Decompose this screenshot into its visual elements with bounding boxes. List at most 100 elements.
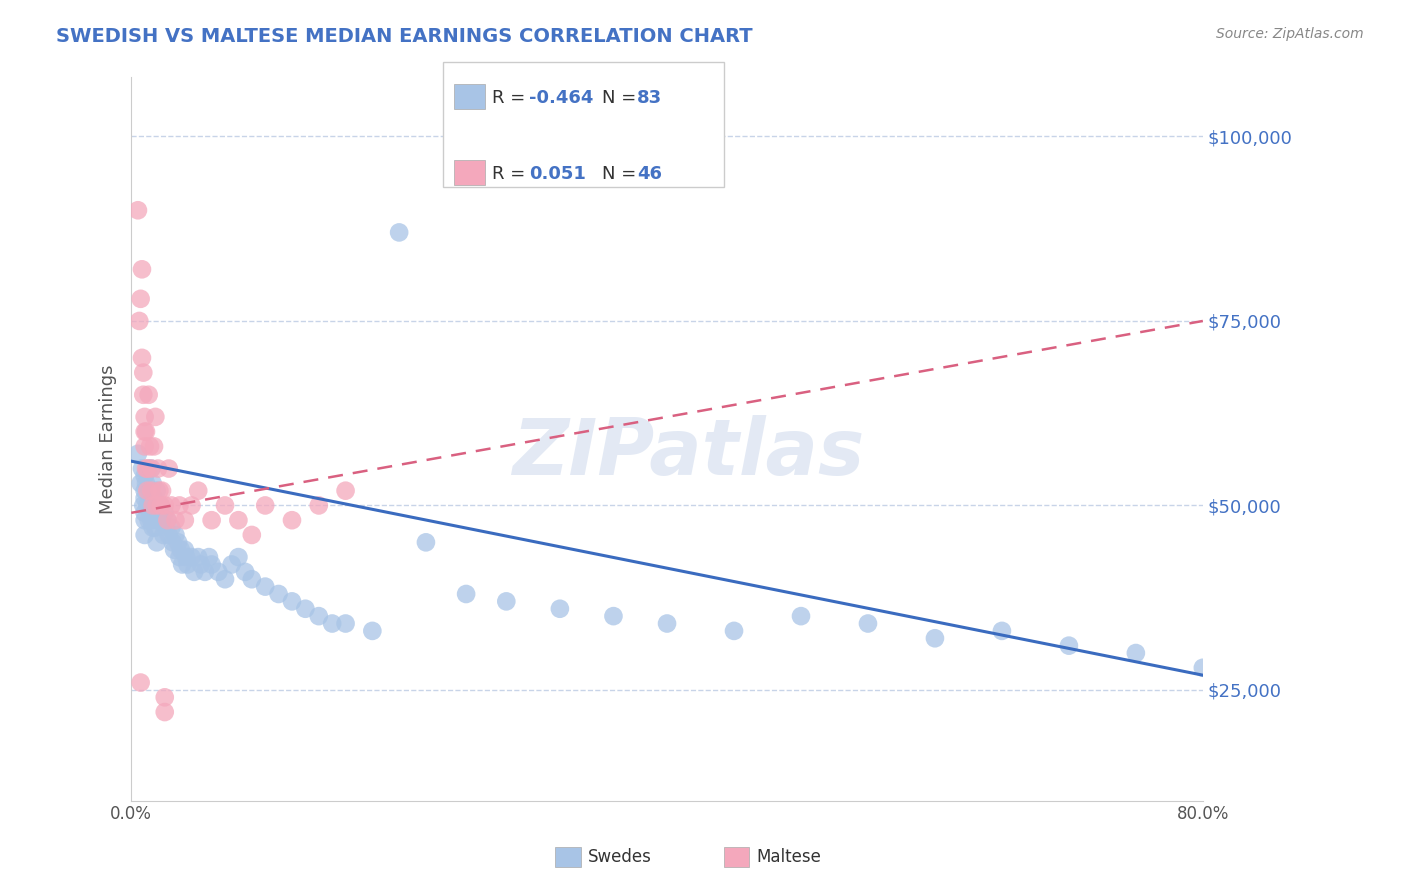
Point <box>183 565 205 579</box>
Point <box>198 550 221 565</box>
Point <box>129 476 152 491</box>
Point <box>156 513 179 527</box>
Text: ZIPatlas: ZIPatlas <box>512 416 865 491</box>
Point <box>228 550 250 565</box>
Point <box>308 499 330 513</box>
Point <box>153 690 176 705</box>
Text: SWEDISH VS MALTESE MEDIAN EARNINGS CORRELATION CHART: SWEDISH VS MALTESE MEDIAN EARNINGS CORRE… <box>56 27 752 45</box>
Point <box>655 616 678 631</box>
Point <box>135 476 157 491</box>
Point <box>143 499 166 513</box>
Point <box>173 542 195 557</box>
Point <box>187 550 209 565</box>
Point <box>141 483 163 498</box>
Point <box>134 528 156 542</box>
Point <box>139 483 162 498</box>
Point <box>131 351 153 365</box>
Point <box>145 499 167 513</box>
Point <box>281 594 304 608</box>
Point <box>173 513 195 527</box>
Point <box>134 513 156 527</box>
Point <box>142 499 165 513</box>
Text: 46: 46 <box>637 165 662 183</box>
Point <box>146 513 169 527</box>
Point <box>138 461 160 475</box>
Text: N =: N = <box>602 89 641 107</box>
Point <box>180 550 202 565</box>
Text: Maltese: Maltese <box>756 848 821 866</box>
Point <box>145 483 167 498</box>
Point <box>1057 639 1080 653</box>
Point <box>141 513 163 527</box>
Point <box>495 594 517 608</box>
Point <box>194 565 217 579</box>
Point <box>160 520 183 534</box>
Point <box>143 439 166 453</box>
Point <box>240 528 263 542</box>
Point <box>136 499 159 513</box>
Point <box>148 506 170 520</box>
Point <box>254 580 277 594</box>
Point <box>142 476 165 491</box>
Point <box>163 542 186 557</box>
Point <box>361 624 384 638</box>
Point <box>153 499 176 513</box>
Point <box>150 483 173 498</box>
Point <box>141 499 163 513</box>
Point <box>143 520 166 534</box>
Point <box>153 705 176 719</box>
Point <box>135 425 157 439</box>
Text: Swedes: Swedes <box>588 848 651 866</box>
Text: 0.051: 0.051 <box>529 165 585 183</box>
Point <box>145 535 167 549</box>
Point <box>254 499 277 513</box>
Point <box>134 483 156 498</box>
Point <box>148 483 170 498</box>
Point <box>155 520 177 534</box>
Point <box>267 587 290 601</box>
Point <box>856 616 879 631</box>
Point <box>201 513 224 527</box>
Point <box>134 409 156 424</box>
Point <box>152 528 174 542</box>
Point <box>149 499 172 513</box>
Point <box>157 528 180 542</box>
Point <box>132 388 155 402</box>
Point <box>127 203 149 218</box>
Text: N =: N = <box>602 165 641 183</box>
Point <box>146 461 169 475</box>
Point <box>134 491 156 505</box>
Point <box>129 292 152 306</box>
Point <box>190 558 212 572</box>
Point <box>548 601 571 615</box>
Point <box>308 609 330 624</box>
Point <box>134 506 156 520</box>
Point <box>131 262 153 277</box>
Point <box>143 409 166 424</box>
Point <box>150 513 173 527</box>
Text: 83: 83 <box>637 89 662 107</box>
Point <box>233 565 256 579</box>
Point <box>138 388 160 402</box>
Point <box>134 469 156 483</box>
Point <box>335 483 357 498</box>
Point <box>723 624 745 638</box>
Point <box>294 601 316 615</box>
Point <box>169 499 191 513</box>
Point <box>176 558 198 572</box>
Point <box>141 461 163 475</box>
Point <box>143 491 166 505</box>
Point <box>165 513 187 527</box>
Point <box>214 499 236 513</box>
Y-axis label: Median Earnings: Median Earnings <box>100 364 117 514</box>
Point <box>132 499 155 513</box>
Text: -0.464: -0.464 <box>529 89 593 107</box>
Point <box>228 513 250 527</box>
Point <box>134 439 156 453</box>
Point <box>169 550 191 565</box>
Point <box>602 609 624 624</box>
Point <box>321 616 343 631</box>
Point <box>172 558 194 572</box>
Point <box>991 624 1014 638</box>
Point <box>135 461 157 475</box>
